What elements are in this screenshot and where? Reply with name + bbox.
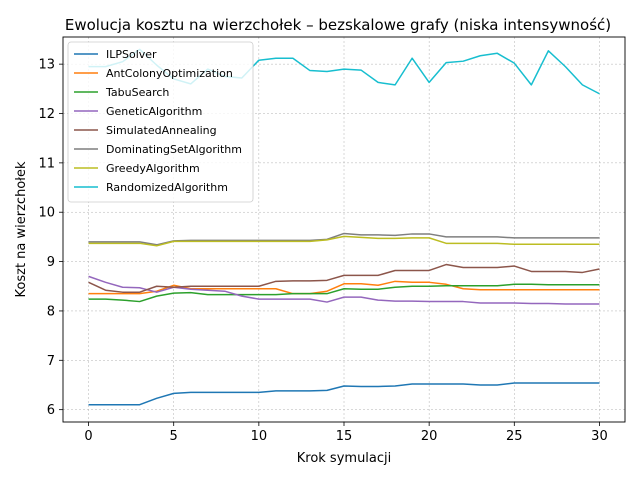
series-line-TabuSearch <box>88 283 600 303</box>
x-tick-label: 0 <box>84 429 92 444</box>
x-tick-label: 30 <box>591 429 608 444</box>
x-tick-label: 25 <box>506 429 523 444</box>
y-tick-label: 9 <box>47 255 55 270</box>
y-tick-label: 13 <box>38 58 55 73</box>
y-tick-label: 8 <box>47 304 55 319</box>
x-tick-label: 5 <box>170 429 178 444</box>
y-tick-label: 10 <box>38 206 55 221</box>
series-line-GreedyAlgorithm <box>88 235 600 247</box>
y-tick-label: 12 <box>38 107 55 122</box>
x-tick-label: 20 <box>421 429 438 444</box>
legend-label: AntColonyOptimization <box>106 67 233 80</box>
y-tick-label: 7 <box>47 354 55 369</box>
legend-label: RandomizedAlgorithm <box>106 181 228 194</box>
y-tick-label: 11 <box>38 156 55 171</box>
series-line-ILPSolver <box>88 382 600 406</box>
x-ticks: 0 5 10 15 20 25 30 <box>84 422 608 444</box>
legend-box <box>67 41 254 203</box>
y-ticks: 6 7 8 9 10 11 12 13 <box>38 58 63 418</box>
x-axis-label: Krok symulacji <box>297 451 392 466</box>
legend: ILPSolver AntColonyOptimization TabuSearch… <box>67 41 254 203</box>
legend-label: TabuSearch <box>105 86 169 99</box>
x-tick-label: 10 <box>251 429 268 444</box>
y-tick-label: 6 <box>47 403 55 418</box>
chart-title: Ewolucja kosztu na wierzchołek – bezskal… <box>65 16 611 34</box>
legend-label: GeneticAlgorithm <box>106 105 202 118</box>
legend-label: ILPSolver <box>106 48 157 61</box>
legend-label: GreedyAlgorithm <box>106 162 200 175</box>
x-tick-label: 15 <box>336 429 353 444</box>
grid <box>63 37 625 422</box>
y-axis-label: Koszt na wierzchołek <box>14 161 29 297</box>
series-layer <box>88 48 600 406</box>
legend-label: SimulatedAnnealing <box>106 124 217 137</box>
legend-label: DominatingSetAlgorithm <box>106 143 242 156</box>
series-line-AntColonyOptimization <box>88 280 600 295</box>
series-line-SimulatedAnnealing <box>88 263 600 293</box>
